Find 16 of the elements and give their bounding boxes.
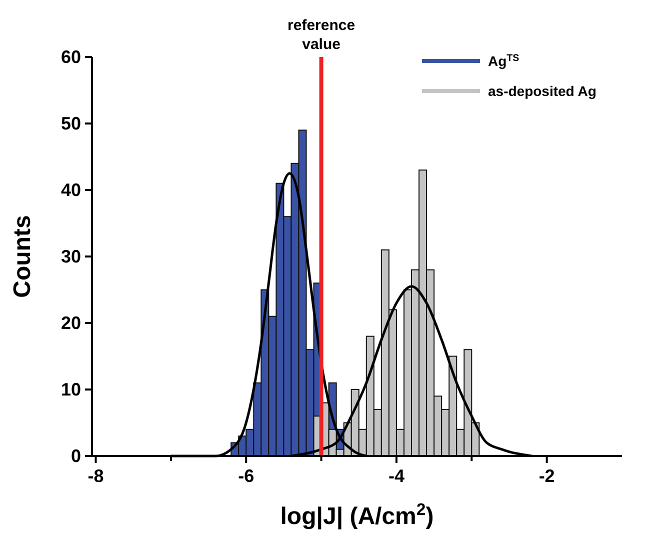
y-tick-label: 60 bbox=[60, 47, 81, 67]
x-axis-title: log|J| (A/cm$^{2}$) bbox=[280, 500, 434, 530]
x-tick-label: -6 bbox=[238, 466, 254, 486]
x-tick-label: -8 bbox=[88, 466, 104, 486]
x-tick-label: -4 bbox=[388, 466, 404, 486]
y-tick-label: 40 bbox=[60, 180, 81, 200]
y-tick-label: 30 bbox=[60, 246, 81, 266]
x-tick-label: -2 bbox=[538, 466, 555, 486]
y-tick-label: 10 bbox=[60, 380, 81, 400]
y-tick-label: 50 bbox=[60, 114, 81, 134]
y-axis-title: Counts bbox=[9, 215, 36, 298]
ref-line-label: reference value bbox=[288, 17, 356, 53]
legend-label: Ag$^{TS}$ bbox=[488, 52, 520, 69]
y-tick-label: 20 bbox=[60, 313, 81, 333]
y-tick-label: 0 bbox=[70, 446, 81, 466]
legend-label: as-deposited Ag bbox=[488, 83, 596, 99]
